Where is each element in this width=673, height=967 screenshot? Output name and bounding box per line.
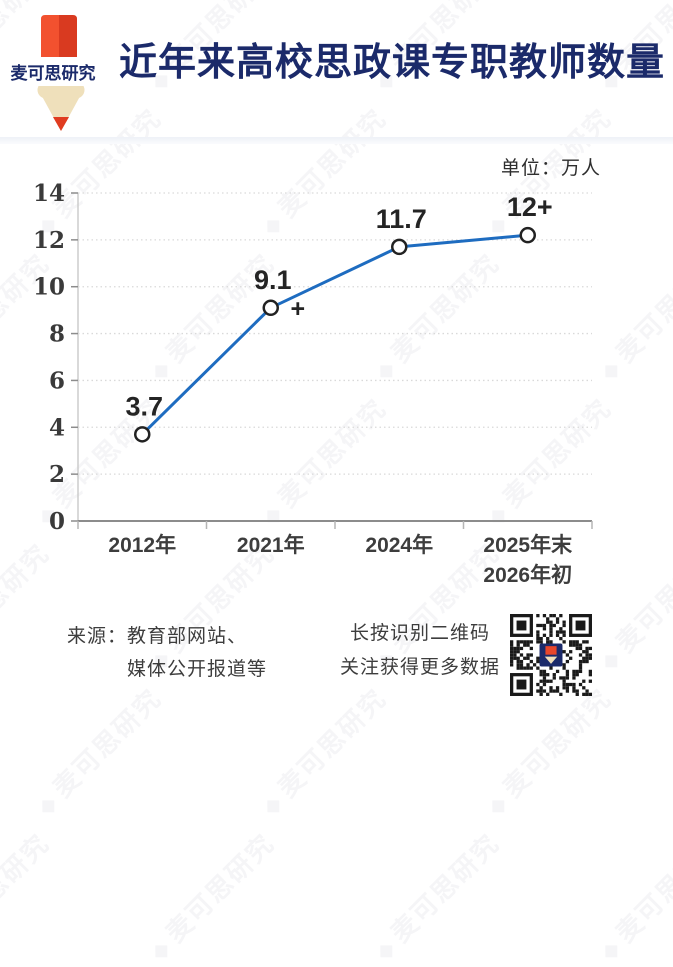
data-line — [141, 233, 528, 436]
y-tick-label: 8 — [49, 321, 65, 348]
source-prefix: 来源： — [67, 626, 128, 647]
y-tick-label: 10 — [33, 274, 65, 301]
qr-code — [510, 614, 592, 696]
header: 麦可思研究 近年来高校思政课专职教师数量 — [0, 0, 673, 137]
watermark-text: ◆麦可思研究 — [595, 827, 673, 965]
page-title: 近年来高校思政课专职教师数量 — [119, 42, 666, 84]
unit-label: 单位：万人 — [500, 158, 601, 179]
source-note: 来源： 教育部网站、 媒体公开报道等 — [67, 620, 267, 686]
y-tick-label: 2 — [49, 461, 65, 488]
line-chart: 0 2 4 6 8 10 12 14 2012年 2021年 2024年 2025年末 2026年初 3.… — [0, 150, 673, 610]
y-tick-label: 14 — [33, 180, 65, 207]
source-line-2: 媒体公开报道等 — [127, 659, 268, 680]
data-point-marker — [262, 299, 279, 317]
watermark-diamond-icon: ◆ — [595, 933, 627, 965]
footer: 来源： 教育部网站、 媒体公开报道等 长按识别二维码 关注获得更多数据 — [0, 600, 673, 800]
watermark-text: ◆麦可思研究 — [370, 827, 506, 965]
data-point-label: 9.1 — [254, 265, 292, 295]
qr-caption-line-2: 关注获得更多数据 — [339, 657, 500, 678]
watermark-text: ◆麦可思研究 — [145, 827, 281, 965]
data-point-label: 3.7 — [125, 391, 163, 421]
data-point-marker — [134, 426, 151, 443]
y-tick-label: 12 — [33, 227, 65, 254]
data-point-label: 11.7 — [376, 204, 427, 234]
y-tick-label: 0 — [49, 508, 65, 535]
x-category-label: 2012年 — [108, 533, 176, 557]
qr-center-logo — [539, 643, 563, 667]
data-point-plus-annotation: + — [290, 295, 305, 323]
x-category-label: 2025年末 2026年初 — [483, 533, 573, 587]
qr-caption-line-1: 长按识别二维码 — [349, 623, 490, 644]
data-point-marker — [519, 226, 536, 244]
qr-caption: 长按识别二维码 关注获得更多数据 — [332, 617, 508, 685]
watermark-text: ◆麦可思研究 — [0, 827, 56, 948]
y-tick-label: 6 — [49, 367, 65, 394]
x-category-label: 2021年 — [237, 533, 305, 557]
watermark-diamond-icon: ◆ — [145, 933, 177, 965]
data-point-marker — [391, 238, 408, 256]
header-separator — [0, 137, 673, 144]
data-point-label: 12+ — [507, 192, 553, 222]
brand-name: 麦可思研究 — [0, 57, 106, 86]
x-category-label: 2024年 — [365, 533, 433, 557]
source-line-1: 教育部网站、 — [127, 626, 248, 647]
watermark-diamond-icon: ◆ — [370, 933, 402, 965]
y-tick-label: 4 — [49, 414, 65, 441]
